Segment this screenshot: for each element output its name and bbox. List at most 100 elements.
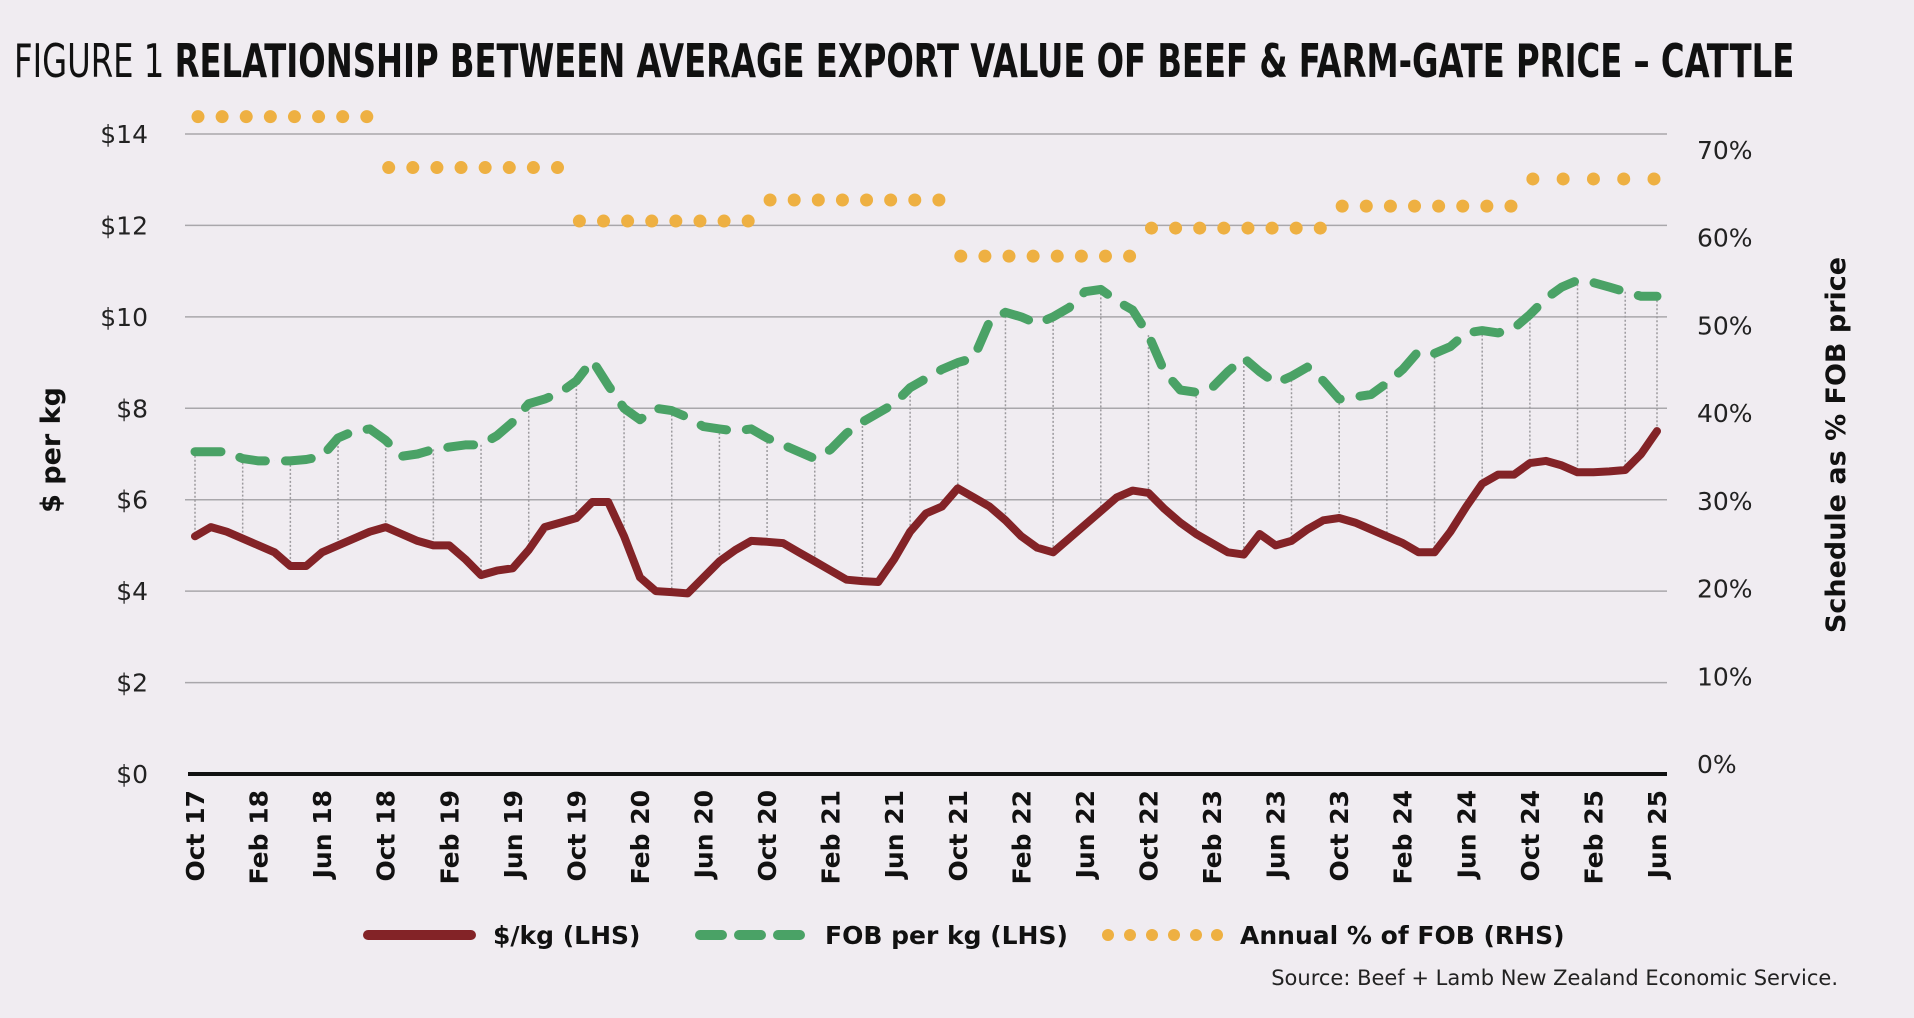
dotted-line-swatch-icon [1102, 929, 1223, 941]
annual-pct-dot [693, 214, 707, 228]
x-tick-label: Feb 19 [435, 790, 464, 884]
legend-item-annual-pct: Annual % of FOB (RHS) [1100, 910, 1565, 960]
y2-tick-label: 60% [1697, 224, 1753, 253]
x-tick-label: Oct 17 [181, 790, 210, 882]
legend-item-fob: FOB per kg (LHS) [694, 910, 1068, 960]
annual-pct-dot [406, 161, 420, 175]
annual-pct-dot [1526, 172, 1540, 186]
x-tick-label: Feb 23 [1198, 790, 1227, 884]
annual-pct-dot [1144, 221, 1158, 235]
annual-pct-dot [1026, 249, 1040, 263]
annual-pct-dot [1383, 199, 1397, 213]
y-tick-label: $6 [116, 486, 148, 515]
annual-pct-dot [763, 193, 777, 207]
annual-pct-dot [1432, 199, 1446, 213]
annual-pct-dot [1617, 172, 1631, 186]
x-tick-label: Jun 24 [1452, 790, 1481, 880]
legend: $/kg (LHS) FOB per kg (LHS) Annual % of … [0, 910, 1914, 960]
annual-pct-dot [551, 161, 564, 175]
annual-pct-dot [741, 214, 755, 228]
annual-pct-dot [1241, 221, 1255, 235]
annual-pct-dot [1556, 172, 1570, 186]
chart: $0 $2 $4 $6 $8 $10 $12 $14 0% 10% 20% 30% 40% 50% 60%… [36, 110, 1852, 884]
annual-pct-dot [787, 193, 801, 207]
figure-label: FIGURE 1 [14, 34, 165, 88]
annual-pct-dot [978, 249, 992, 263]
x-tick-label: Oct 18 [372, 790, 401, 882]
annual-pct-dot [597, 214, 611, 228]
x-tick-label: Feb 25 [1579, 790, 1608, 884]
annual-pct-dot [312, 110, 326, 124]
annual-pct-dot [621, 214, 635, 228]
y2-tick-label: 70% [1697, 136, 1753, 165]
annual-pct-dot [1289, 221, 1303, 235]
x-tick-label: Jun 25 [1643, 790, 1672, 880]
annual-pct-dot [572, 214, 586, 228]
annual-pct-dot [1647, 172, 1661, 186]
legend-label: $/kg (LHS) [493, 920, 641, 950]
x-tick-label: Jun 18 [308, 790, 337, 880]
y-tick-label: $4 [116, 577, 148, 606]
x-tick-label: Jun 20 [690, 790, 719, 880]
droplines [194, 280, 1658, 593]
dashed-line-swatch-icon [695, 930, 808, 940]
y-tick-label: $8 [116, 394, 148, 423]
y2-tick-label: 30% [1697, 487, 1753, 516]
annual-pct-dot [645, 214, 659, 228]
gridlines [185, 133, 1667, 776]
annual-pct-dot [1123, 249, 1137, 263]
y-axis-right: 0% 10% 20% 30% 40% 50% 60% 70% [1697, 136, 1753, 779]
annual-pct-dot [478, 161, 492, 175]
annual-pct-dot [1359, 199, 1373, 213]
annual-pct-dot [382, 161, 396, 175]
legend-label: FOB per kg (LHS) [825, 920, 1068, 950]
legend-item-price: $/kg (LHS) [362, 910, 640, 960]
figure-title: RELATIONSHIP BETWEEN AVERAGE EXPORT VALU… [174, 34, 1795, 88]
y2-tick-label: 40% [1697, 399, 1753, 428]
x-tick-label: Feb 20 [626, 790, 655, 884]
annual-pct-dot [811, 193, 825, 207]
chart-title: FIGURE 1 RELATIONSHIP BETWEEN AVERAGE EX… [14, 34, 1794, 88]
x-tick-label: Feb 22 [1007, 790, 1036, 884]
annual-pct-dot [336, 110, 350, 124]
annual-pct-dot [1217, 221, 1231, 235]
y-tick-label: $14 [100, 120, 148, 149]
annual-pct-dot [1586, 172, 1600, 186]
x-axis: Oct 17 Feb 18 Jun 18 Oct 18 Feb 19 Jun 19 Oct … [181, 790, 1672, 884]
annual-pct-dot [1002, 249, 1016, 263]
x-tick-label: Jun 19 [499, 790, 528, 880]
x-tick-label: Jun 21 [880, 790, 909, 880]
annual-pct-dot [1169, 221, 1183, 235]
x-tick-label: Feb 21 [817, 790, 846, 884]
annual-pct-dot [954, 249, 968, 263]
annual-pct-dot [287, 110, 301, 124]
annual-pct-dot [717, 214, 731, 228]
x-tick-label: Oct 23 [1325, 790, 1354, 882]
y-tick-label: $2 [116, 669, 148, 698]
y2-axis-title: Schedule as % FOB price [1821, 257, 1852, 633]
annual-pct-dot [1313, 221, 1327, 235]
annual-pct-dot [835, 193, 849, 207]
series-layer [190, 110, 1662, 598]
annual-pct-dot [860, 193, 874, 207]
annual-pct-dot [1504, 199, 1518, 213]
y-tick-label: $0 [116, 760, 148, 789]
y2-tick-label: 20% [1697, 575, 1753, 604]
source-note: Source: Beef + Lamb New Zealand Economic… [1271, 966, 1838, 990]
annual-pct-dot [1265, 221, 1279, 235]
series-fob-line [190, 275, 1662, 466]
x-tick-label: Oct 20 [753, 790, 782, 882]
annual-pct-dot [1480, 199, 1494, 213]
annual-pct-dot [884, 193, 898, 207]
y-tick-label: $10 [100, 303, 148, 332]
annual-pct-dot [669, 214, 683, 228]
annual-pct-dot [526, 161, 540, 175]
solid-line-swatch-icon [363, 930, 476, 940]
y2-tick-label: 10% [1697, 662, 1753, 691]
annual-pct-dot [1456, 199, 1470, 213]
x-tick-label: Oct 24 [1516, 790, 1545, 882]
x-tick-label: Jun 22 [1071, 790, 1100, 880]
annual-pct-dot [502, 161, 516, 175]
annual-pct-dot [1050, 249, 1064, 263]
annual-pct-dot [263, 110, 277, 124]
